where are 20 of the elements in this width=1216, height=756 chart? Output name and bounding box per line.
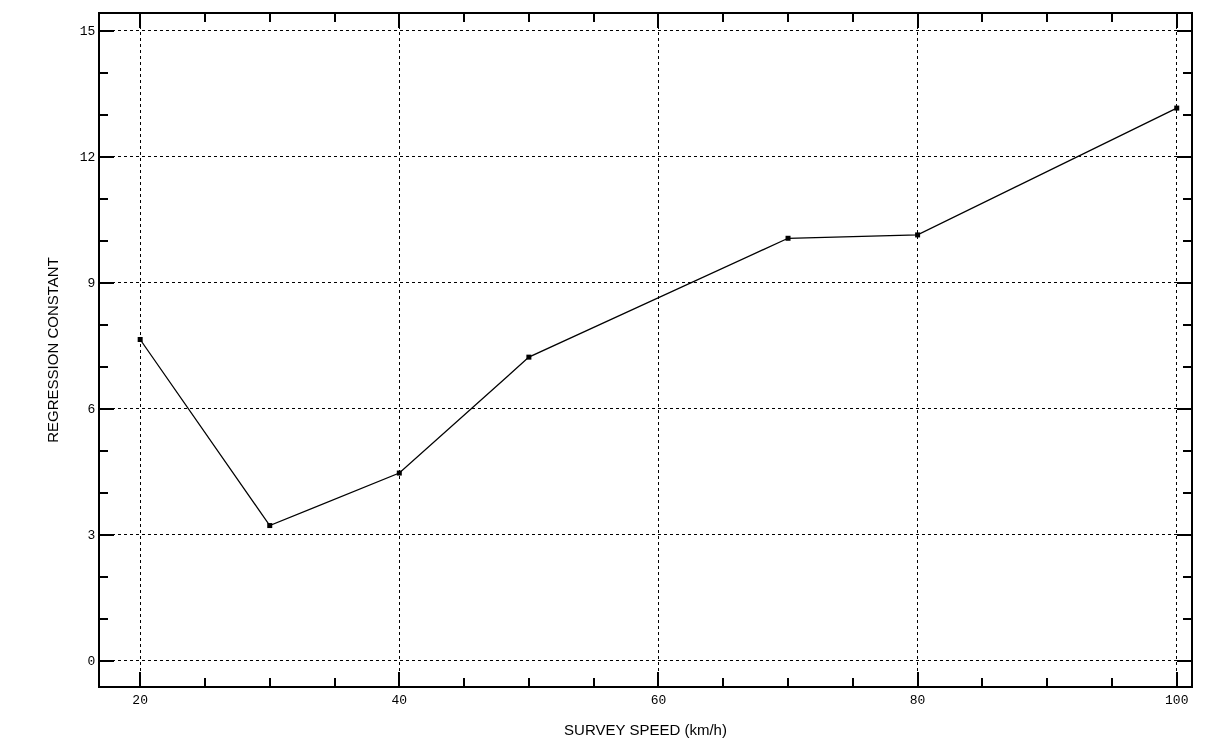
- point: [785, 235, 791, 241]
- x-tick-label: 80: [909, 692, 926, 708]
- point: [267, 523, 273, 529]
- y-tick-label: 6: [87, 402, 96, 418]
- y-tick-label: 12: [79, 150, 96, 166]
- point: [915, 232, 921, 238]
- point: [137, 337, 143, 342]
- x-tick-label: 100: [1165, 692, 1189, 708]
- x-tick-label: 20: [132, 692, 148, 708]
- point: [526, 354, 532, 360]
- x-tick-label: 60: [650, 692, 667, 708]
- y-tick-label: 3: [87, 528, 96, 544]
- point: [396, 470, 402, 476]
- y-tick-label: 0: [87, 654, 96, 670]
- y-tick-label: 15: [79, 24, 96, 40]
- y-axis-title: REGRESSION CONSTANT: [43, 257, 61, 443]
- x-axis-title: SURVEY SPEED (km/h): [564, 721, 727, 739]
- x-tick-label: 40: [391, 692, 408, 708]
- y-tick-label: 9: [87, 276, 96, 292]
- point: [1174, 105, 1180, 111]
